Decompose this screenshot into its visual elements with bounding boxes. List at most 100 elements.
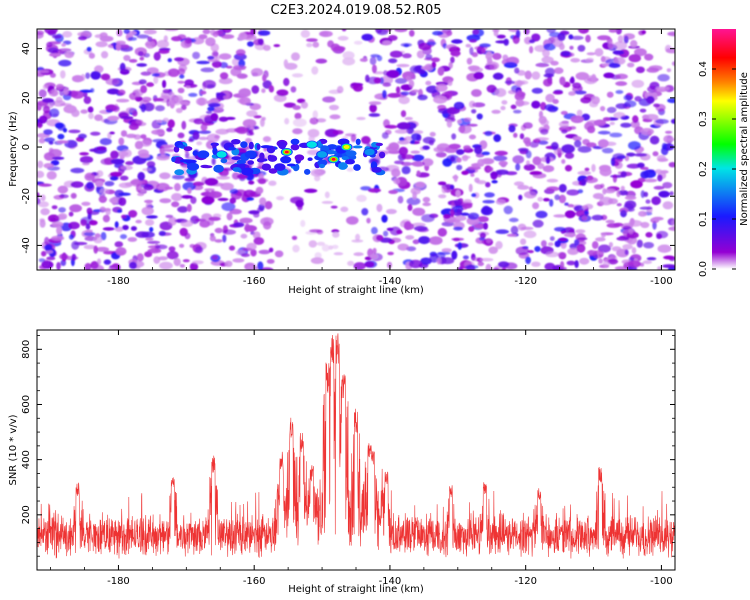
snr-x-tick-label: -160	[243, 576, 266, 587]
spectrogram-cell	[574, 260, 579, 269]
spectrogram-cell	[44, 236, 50, 246]
spectrogram-cell	[257, 30, 271, 36]
spectrogram-cell	[572, 136, 582, 142]
spectrogram-cell	[404, 116, 413, 121]
spectrogram-cell	[562, 52, 572, 57]
spectrogram-cell	[576, 109, 583, 117]
spectrogram-cell	[516, 91, 526, 98]
spectrogram-cell	[232, 65, 247, 70]
spectrogram-cell	[189, 262, 199, 270]
spectrogram-cell	[301, 101, 308, 109]
spectrogram-cell	[372, 247, 377, 255]
spectrogram-cell	[71, 253, 77, 261]
spectrogram-cell	[47, 47, 59, 53]
spectrogram-cell	[386, 70, 400, 79]
spectrogram-cell	[196, 97, 208, 106]
spectrogram-cell	[368, 101, 382, 105]
spectrogram-cell	[503, 205, 513, 215]
spectrogram-cell	[628, 220, 643, 227]
spectrogram-cell	[78, 35, 87, 41]
spectrogram-cell	[41, 260, 54, 269]
spectrogram-cell	[396, 63, 410, 68]
spectrogram-cell	[166, 251, 179, 260]
spectrogram-cell	[613, 41, 628, 50]
spectrogram-cell	[560, 261, 565, 269]
spectrogram-band-cell	[267, 154, 273, 160]
spectrogram-cell	[77, 31, 92, 37]
spectrogram-cell	[437, 104, 447, 111]
spectrogram-cell	[174, 95, 184, 104]
spectrogram-cell	[300, 29, 311, 38]
spectrogram-cell	[58, 48, 72, 52]
spectrogram-cell	[456, 164, 463, 171]
spectrogram-cell	[412, 239, 420, 245]
spectrogram-cell	[397, 195, 404, 204]
spectrogram-cell	[56, 262, 61, 270]
spectrogram-cell	[528, 39, 536, 44]
spectrogram-band-cell	[307, 157, 313, 161]
spectrogram-cell	[376, 234, 384, 241]
spectrogram-cell	[615, 90, 624, 94]
spectrogram-cell	[477, 216, 489, 223]
spectrogram-band-cell	[173, 156, 185, 164]
spectrogram-cell	[179, 74, 185, 79]
spectrogram-cell	[517, 223, 527, 231]
spectrogram-cell	[410, 150, 421, 154]
spectrogram-band-cell	[228, 147, 236, 151]
spectrogram-cell	[668, 162, 675, 168]
spectrogram-cell	[557, 33, 566, 41]
spectrogram-cell	[261, 88, 266, 93]
spectrogram-cell	[52, 34, 62, 39]
spectrogram-cell	[141, 96, 152, 102]
spectrogram-cell	[217, 197, 229, 201]
spectrogram-cell	[240, 233, 248, 239]
spectrogram-cell	[400, 161, 413, 166]
spectrogram-cell	[119, 44, 130, 49]
spectrogram-cell	[601, 147, 614, 154]
spectrogram-cell	[529, 141, 539, 148]
spectrogram-cell	[577, 29, 584, 32]
spectrogram-cell	[422, 158, 434, 167]
spectrogram-cell	[564, 232, 576, 238]
snr-y-tick-label: 800	[21, 340, 32, 359]
spectrogram-cell	[601, 233, 606, 238]
spectrogram-cell	[105, 104, 118, 112]
spectrogram-band-cell	[278, 141, 287, 150]
spectrogram-cell	[163, 148, 176, 152]
spectrogram-cell	[471, 109, 477, 114]
spectrogram-cell	[418, 236, 431, 245]
spectrogram-band-cell	[174, 169, 185, 176]
spectrogram-cell	[411, 154, 425, 162]
spectrogram-cell	[553, 67, 564, 74]
spectrogram-cell	[472, 102, 486, 108]
spectrogram-cell	[366, 217, 371, 224]
snr-y-tick-label: 600	[21, 395, 32, 414]
spectrogram-cell	[90, 131, 101, 136]
spectrogram-cell	[177, 132, 185, 139]
spectrogram-cell	[134, 140, 144, 150]
spectrogram-cell	[665, 130, 673, 134]
spectrogram-cell	[350, 134, 357, 143]
spectrogram-band-cell	[259, 152, 265, 161]
spectrogram-cell	[574, 205, 585, 212]
spectrogram-cell	[177, 87, 185, 94]
spectrogram-cell	[568, 91, 576, 96]
spectrogram-cell	[554, 194, 560, 201]
spectrogram-cell	[462, 255, 469, 260]
spectrogram-cell	[385, 145, 399, 152]
spectrogram-cell	[567, 247, 579, 255]
spectrogram-cell	[174, 57, 184, 62]
spectrogram-panel: -180 -160 -140 -120 -100 -40 -20 0 20 40 Height o…	[8, 28, 676, 296]
spectrogram-cell	[428, 139, 434, 146]
spectrogram-cell	[125, 161, 134, 166]
spectrogram-cell	[145, 202, 153, 209]
chart-title: C2E3.2024.019.08.52.R05	[270, 3, 441, 18]
spectrogram-cell	[42, 98, 54, 103]
spectrogram-cell	[351, 239, 364, 243]
spectrogram-cell	[657, 266, 662, 270]
spectrogram-y-tick-label: 0	[21, 144, 32, 150]
spectrogram-cell	[469, 39, 477, 43]
spectrogram-cell	[610, 157, 616, 167]
spectrogram-cell	[222, 29, 232, 33]
